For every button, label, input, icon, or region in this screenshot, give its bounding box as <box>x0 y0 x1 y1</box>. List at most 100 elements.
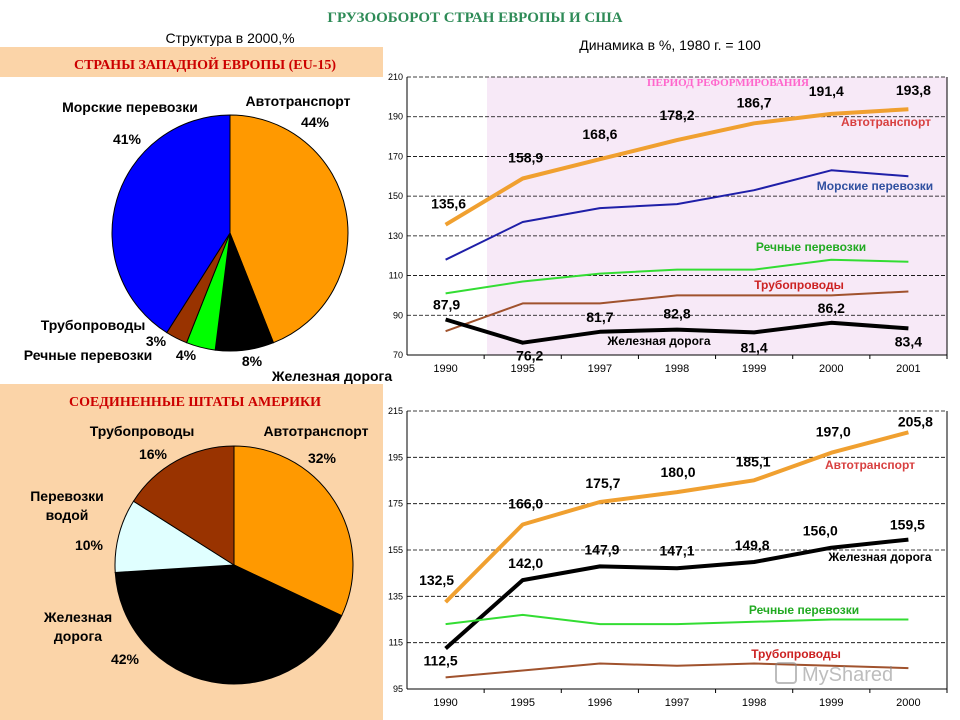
eu-series-label-pipe: Трубопроводы <box>754 278 844 292</box>
eu-line-ytick: 190 <box>388 112 403 122</box>
us-line-ytick: 135 <box>388 591 403 601</box>
reform-period-label: ПЕРИОД РЕФОРМИРОВАНИЯ <box>647 77 809 89</box>
eu-pie-label-auto: Автотранспорт <box>245 93 350 109</box>
us-line-series-1 <box>444 537 909 650</box>
eu-line-data-label: 81,4 <box>740 339 767 355</box>
us-pie-slice-2 <box>114 500 236 574</box>
eu-line-xtick: 1995 <box>510 363 534 375</box>
eu-pie-label-river: Речные перевозки <box>24 347 153 363</box>
us-line-data-label: 197,0 <box>816 424 851 440</box>
us-series-label-river: Речные перевозки <box>749 603 859 617</box>
eu-line-series-1 <box>445 169 909 261</box>
eu-line-series-3 <box>445 290 909 333</box>
us-line-ytick: 155 <box>388 545 403 555</box>
us-line-data-label: 142,0 <box>508 555 543 571</box>
us-line-ytick: 95 <box>393 684 403 694</box>
eu-series-label-river: Речные перевозки <box>756 240 866 254</box>
eu-line-ytick: 150 <box>388 191 403 201</box>
eu-line-data-label: 168,6 <box>582 126 617 142</box>
us-line-xtick: 1996 <box>588 697 612 709</box>
eu-pie-label-rail: Железная дорога <box>271 368 393 384</box>
eu-line-xtick: 1999 <box>742 363 766 375</box>
eu-line-series-0 <box>444 107 909 227</box>
us-pie-label-pipe: Трубопроводы <box>90 423 195 439</box>
us-line-data-label: 149,8 <box>735 537 770 553</box>
us-series-label-rail: Железная дорога <box>827 550 931 564</box>
eu-line-data-label: 191,4 <box>809 83 844 99</box>
eu-line-xtick: 1998 <box>665 363 689 375</box>
eu-line-ytick: 130 <box>388 231 403 241</box>
eu-pie-chart <box>111 114 349 352</box>
eu-line-data-label: 82,8 <box>663 306 690 322</box>
eu-series-label-sea: Морские перевозки <box>817 179 933 193</box>
eu-line-xtick: 2001 <box>896 363 920 375</box>
us-line-data-label: 132,5 <box>419 572 454 588</box>
eu-pie-label-sea: Морские перевозки <box>62 99 198 115</box>
eu-line-data-label: 193,8 <box>896 82 931 98</box>
us-line-xtick: 1998 <box>742 697 766 709</box>
eu-line-data-label: 81,7 <box>586 309 613 325</box>
eu-line-ytick: 110 <box>389 271 403 281</box>
eu-line-ytick: 210 <box>388 72 403 82</box>
us-line-data-label: 156,0 <box>803 523 838 539</box>
us-line-series-2 <box>445 613 909 626</box>
watermark-icon <box>775 662 797 684</box>
us-pie-label-rail-2: дорога <box>54 628 102 644</box>
eu-title-band <box>0 47 383 77</box>
us-pie-slice-1 <box>114 564 343 685</box>
eu-pie-slice-0 <box>229 114 349 344</box>
us-pie-chart <box>114 445 354 685</box>
us-line-xtick: 1990 <box>433 697 457 709</box>
us-line-xtick: 2000 <box>896 697 920 709</box>
eu-pie-value-auto: 44% <box>301 114 330 130</box>
eu-title: СТРАНЫ ЗАПАДНОЙ ЕВРОПЫ (EU-15) <box>74 56 336 73</box>
dynamics-title: Динамика в %, 1980 г. = 100 <box>579 37 761 53</box>
us-pie-value-auto: 32% <box>308 450 337 466</box>
eu-line-ytick: 90 <box>393 310 403 320</box>
us-pie-label-water-1: Перевозки <box>30 488 104 504</box>
eu-pie-value-sea: 41% <box>113 131 142 147</box>
us-series-label-auto: Автотранспорт <box>825 458 915 472</box>
us-line-xtick: 1999 <box>819 697 843 709</box>
us-line-data-label: 147,1 <box>659 542 694 558</box>
eu-line-chart: 70 90 110 130 150 170 190 210 1990 1995 1997 1998 19… <box>388 72 948 375</box>
eu-line-xtick: 1997 <box>588 363 612 375</box>
eu-line-xtick: 2000 <box>819 363 843 375</box>
watermark: MyShared <box>775 662 893 686</box>
us-pie-value-water: 10% <box>75 537 104 553</box>
us-line-data-label: 112,5 <box>423 653 457 669</box>
eu-line-ytick: 170 <box>388 151 403 161</box>
eu-line-data-label: 87,9 <box>433 297 460 313</box>
us-line-chart: 95 115 135 155 175 195 215 1990 1995 1996 1997 1998… <box>388 406 948 709</box>
us-line-data-label: 180,0 <box>660 464 695 480</box>
eu-series-label-rail: Железная дорога <box>606 334 710 348</box>
us-line-data-label: 166,0 <box>508 496 543 512</box>
eu-pie-value-river: 4% <box>176 347 197 363</box>
us-line-data-label: 159,5 <box>890 517 925 533</box>
eu-pie-value-rail: 8% <box>242 353 263 369</box>
us-line-series-3 <box>445 662 909 679</box>
eu-line-xtick: 1990 <box>433 363 457 375</box>
us-line-data-label: 175,7 <box>585 475 620 491</box>
eu-line-series-2 <box>445 258 909 295</box>
eu-line-ytick: 70 <box>393 350 403 360</box>
us-pie-value-rail: 42% <box>111 651 140 667</box>
us-line-data-label: 205,8 <box>898 413 933 429</box>
eu-pie-label-pipe: Трубопроводы <box>41 317 146 333</box>
us-line-ytick: 115 <box>389 638 403 648</box>
eu-pie-slice-4 <box>111 114 231 334</box>
us-line-xtick: 1997 <box>665 697 689 709</box>
us-line-ytick: 195 <box>388 452 403 462</box>
eu-line-data-label: 76,2 <box>516 348 543 364</box>
us-pie-slice-0 <box>233 445 354 617</box>
eu-line-data-label: 83,4 <box>895 333 922 349</box>
eu-line-data-label: 135,6 <box>431 196 466 212</box>
eu-line-data-label: 186,7 <box>737 94 772 110</box>
us-line-data-label: 185,1 <box>736 453 771 469</box>
eu-line-data-label: 86,2 <box>818 300 845 316</box>
us-line-series-0 <box>444 430 909 604</box>
eu-line-data-label: 158,9 <box>508 150 543 166</box>
eu-pie-value-pipe: 3% <box>146 333 167 349</box>
us-title: СОЕДИНЕННЫЕ ШТАТЫ АМЕРИКИ <box>69 395 321 410</box>
